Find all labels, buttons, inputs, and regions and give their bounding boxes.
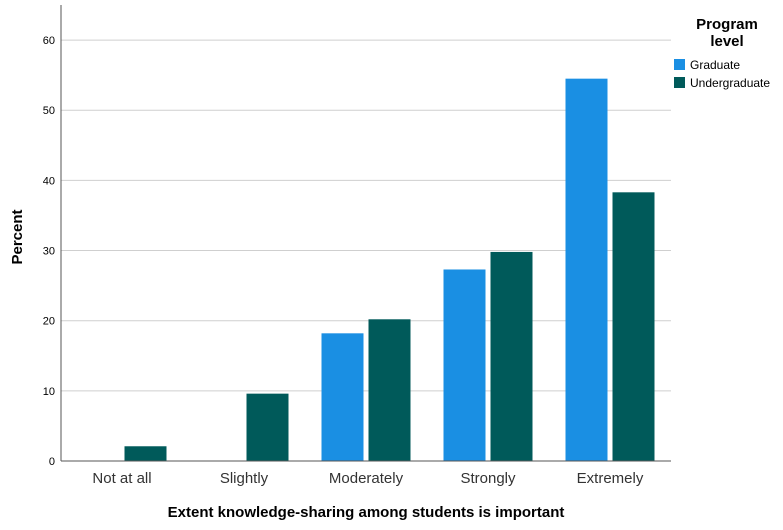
- legend-title-line1: Program: [696, 16, 758, 33]
- y-tick-label: 30: [43, 246, 55, 258]
- bar-graduate-moderately: [321, 333, 364, 461]
- x-tick-label: Not at all: [92, 470, 151, 487]
- legend: Program level Graduate Undergraduate: [674, 16, 770, 90]
- tick-labels: 0 10 20 30 40 50 60 Not at all Slightly Moderatel…: [43, 35, 644, 487]
- axes: [60, 5, 671, 462]
- bar-graduate-extremely: [565, 78, 608, 462]
- y-axis-title: Percent: [9, 209, 26, 264]
- bar-undergraduate-slightly: [246, 393, 289, 461]
- y-tick-label: 50: [43, 105, 55, 117]
- x-tick-label: Slightly: [220, 470, 269, 487]
- y-tick-label: 0: [49, 456, 55, 468]
- legend-title-line2: level: [710, 33, 743, 50]
- bar-graduate-strongly: [443, 269, 486, 461]
- legend-label-graduate: Graduate: [690, 58, 740, 72]
- legend-swatch-graduate: [674, 59, 685, 70]
- y-tick-label: 20: [43, 316, 55, 328]
- x-axis-title: Extent knowledge-sharing among students …: [168, 504, 565, 521]
- y-tick-label: 10: [43, 386, 55, 398]
- y-tick-label: 40: [43, 175, 55, 187]
- bar-undergraduate-moderately: [368, 319, 411, 461]
- legend-label-undergraduate: Undergraduate: [690, 76, 770, 90]
- x-tick-label: Extremely: [577, 470, 644, 487]
- x-tick-label: Strongly: [460, 470, 516, 487]
- bar-undergraduate-extremely: [612, 192, 655, 461]
- bar-undergraduate-strongly: [490, 251, 533, 461]
- bar-undergraduate-not-at-all: [124, 446, 167, 461]
- bars: [124, 78, 655, 462]
- legend-swatch-undergraduate: [674, 77, 685, 88]
- y-tick-label: 60: [43, 35, 55, 47]
- x-tick-label: Moderately: [329, 470, 404, 487]
